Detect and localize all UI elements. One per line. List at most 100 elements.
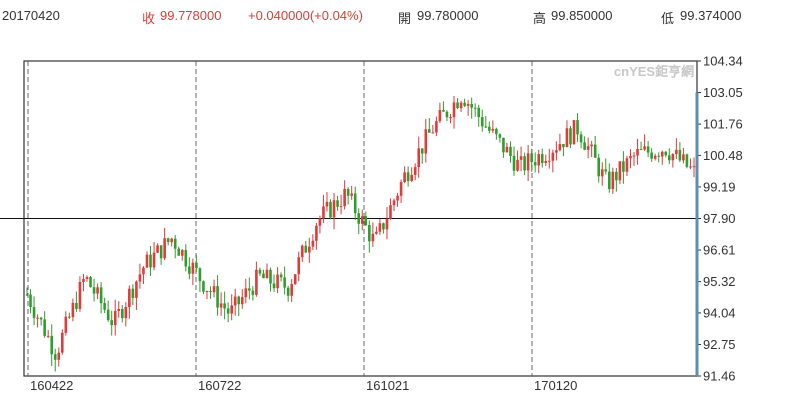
candle-up [255, 269, 258, 295]
candle-down [177, 248, 181, 256]
candle-down [530, 153, 533, 163]
candle-down [336, 200, 339, 207]
quote-date: 20170420 [2, 8, 60, 23]
candle-down [25, 294, 29, 296]
candle-up [311, 240, 315, 247]
candle-up [590, 144, 593, 147]
candle-up [671, 154, 675, 161]
candle-down [608, 171, 611, 190]
candle-down [353, 193, 357, 214]
candle-up [660, 151, 664, 157]
candle-up [265, 269, 269, 279]
candle-down [269, 269, 272, 284]
candle-down [502, 137, 505, 153]
candle-down [597, 157, 601, 177]
candle-down [131, 288, 135, 298]
candle-down [488, 126, 491, 131]
high-value: 99.850000 [551, 8, 613, 23]
y-tick-label: 99.19 [703, 179, 736, 194]
candle-down [406, 172, 410, 181]
candle-down [89, 277, 92, 288]
y-tick-label: 91.46 [703, 369, 736, 384]
candle-down [646, 146, 650, 153]
candle-up [163, 238, 166, 259]
candle-up [230, 305, 233, 314]
candle-up [435, 121, 438, 133]
candle-down [364, 216, 368, 226]
candle-up [632, 155, 636, 157]
candle-up [156, 245, 159, 253]
candle-up [360, 216, 364, 224]
candle-down [484, 126, 488, 128]
candle-down [576, 120, 579, 135]
candle-up [191, 262, 195, 274]
candle-down [533, 162, 537, 166]
candle-down [650, 152, 653, 159]
candle-down [262, 273, 265, 279]
candle-down [29, 294, 32, 308]
candle-up [682, 154, 685, 161]
x-tick-label: 160422 [30, 378, 73, 393]
candle-up [64, 316, 68, 333]
candle-down [258, 269, 262, 274]
x-tick-label: 160722 [198, 378, 241, 393]
candle-up [689, 166, 692, 168]
candle-down [198, 268, 202, 282]
candle-down [92, 287, 96, 294]
candle-down [50, 335, 54, 355]
candle-up [565, 128, 569, 148]
candle-down [251, 290, 255, 295]
candle-down [226, 308, 230, 314]
candle-down [195, 262, 198, 269]
candle-up [138, 274, 142, 282]
candle-up [332, 200, 336, 218]
candle-down [498, 134, 502, 138]
candle-up [516, 159, 519, 171]
x-tick-label: 161021 [366, 378, 409, 393]
candle-down [68, 316, 71, 318]
y-tick-label: 95.32 [703, 274, 736, 289]
candle-down [477, 107, 481, 118]
candle-down [685, 154, 689, 167]
candle-up [71, 302, 75, 318]
candle-up [240, 297, 244, 305]
candle-up [417, 148, 421, 168]
candle-up [113, 310, 117, 326]
candle-up [128, 288, 131, 308]
candle-up [466, 103, 470, 106]
close-label: 收 [142, 11, 156, 26]
candle-up [491, 128, 495, 131]
candle-down [223, 303, 226, 309]
candle-up [293, 274, 297, 285]
candle-up [611, 171, 615, 190]
candle-up [212, 286, 216, 293]
quote-header: 20170420 收 99.778000 +0.040000(+0.04%) 開… [0, 6, 800, 26]
candle-up [692, 166, 696, 168]
candle-down [283, 277, 286, 288]
candle-up [558, 144, 562, 151]
candle-up [300, 245, 304, 258]
candle-up [322, 206, 325, 219]
candle-up [586, 146, 590, 150]
candle-down [106, 309, 110, 321]
candle-down [248, 288, 251, 291]
candle-up [403, 172, 406, 183]
candle-up [537, 154, 541, 166]
candle-up [413, 167, 417, 175]
candle-up [572, 120, 576, 145]
candle-up [378, 223, 382, 232]
candle-down [480, 117, 484, 127]
candle-down [173, 238, 177, 249]
candle-down [75, 302, 78, 309]
candle-up [233, 296, 237, 306]
candle-up [339, 206, 343, 208]
low-value: 99.374000 [680, 8, 742, 23]
candle-up [675, 149, 678, 155]
candle-down [237, 296, 241, 305]
candle-down [579, 134, 583, 143]
candle-down [667, 155, 671, 161]
candle-up [180, 250, 184, 256]
candle-down [209, 291, 212, 293]
candle-down [473, 107, 477, 109]
